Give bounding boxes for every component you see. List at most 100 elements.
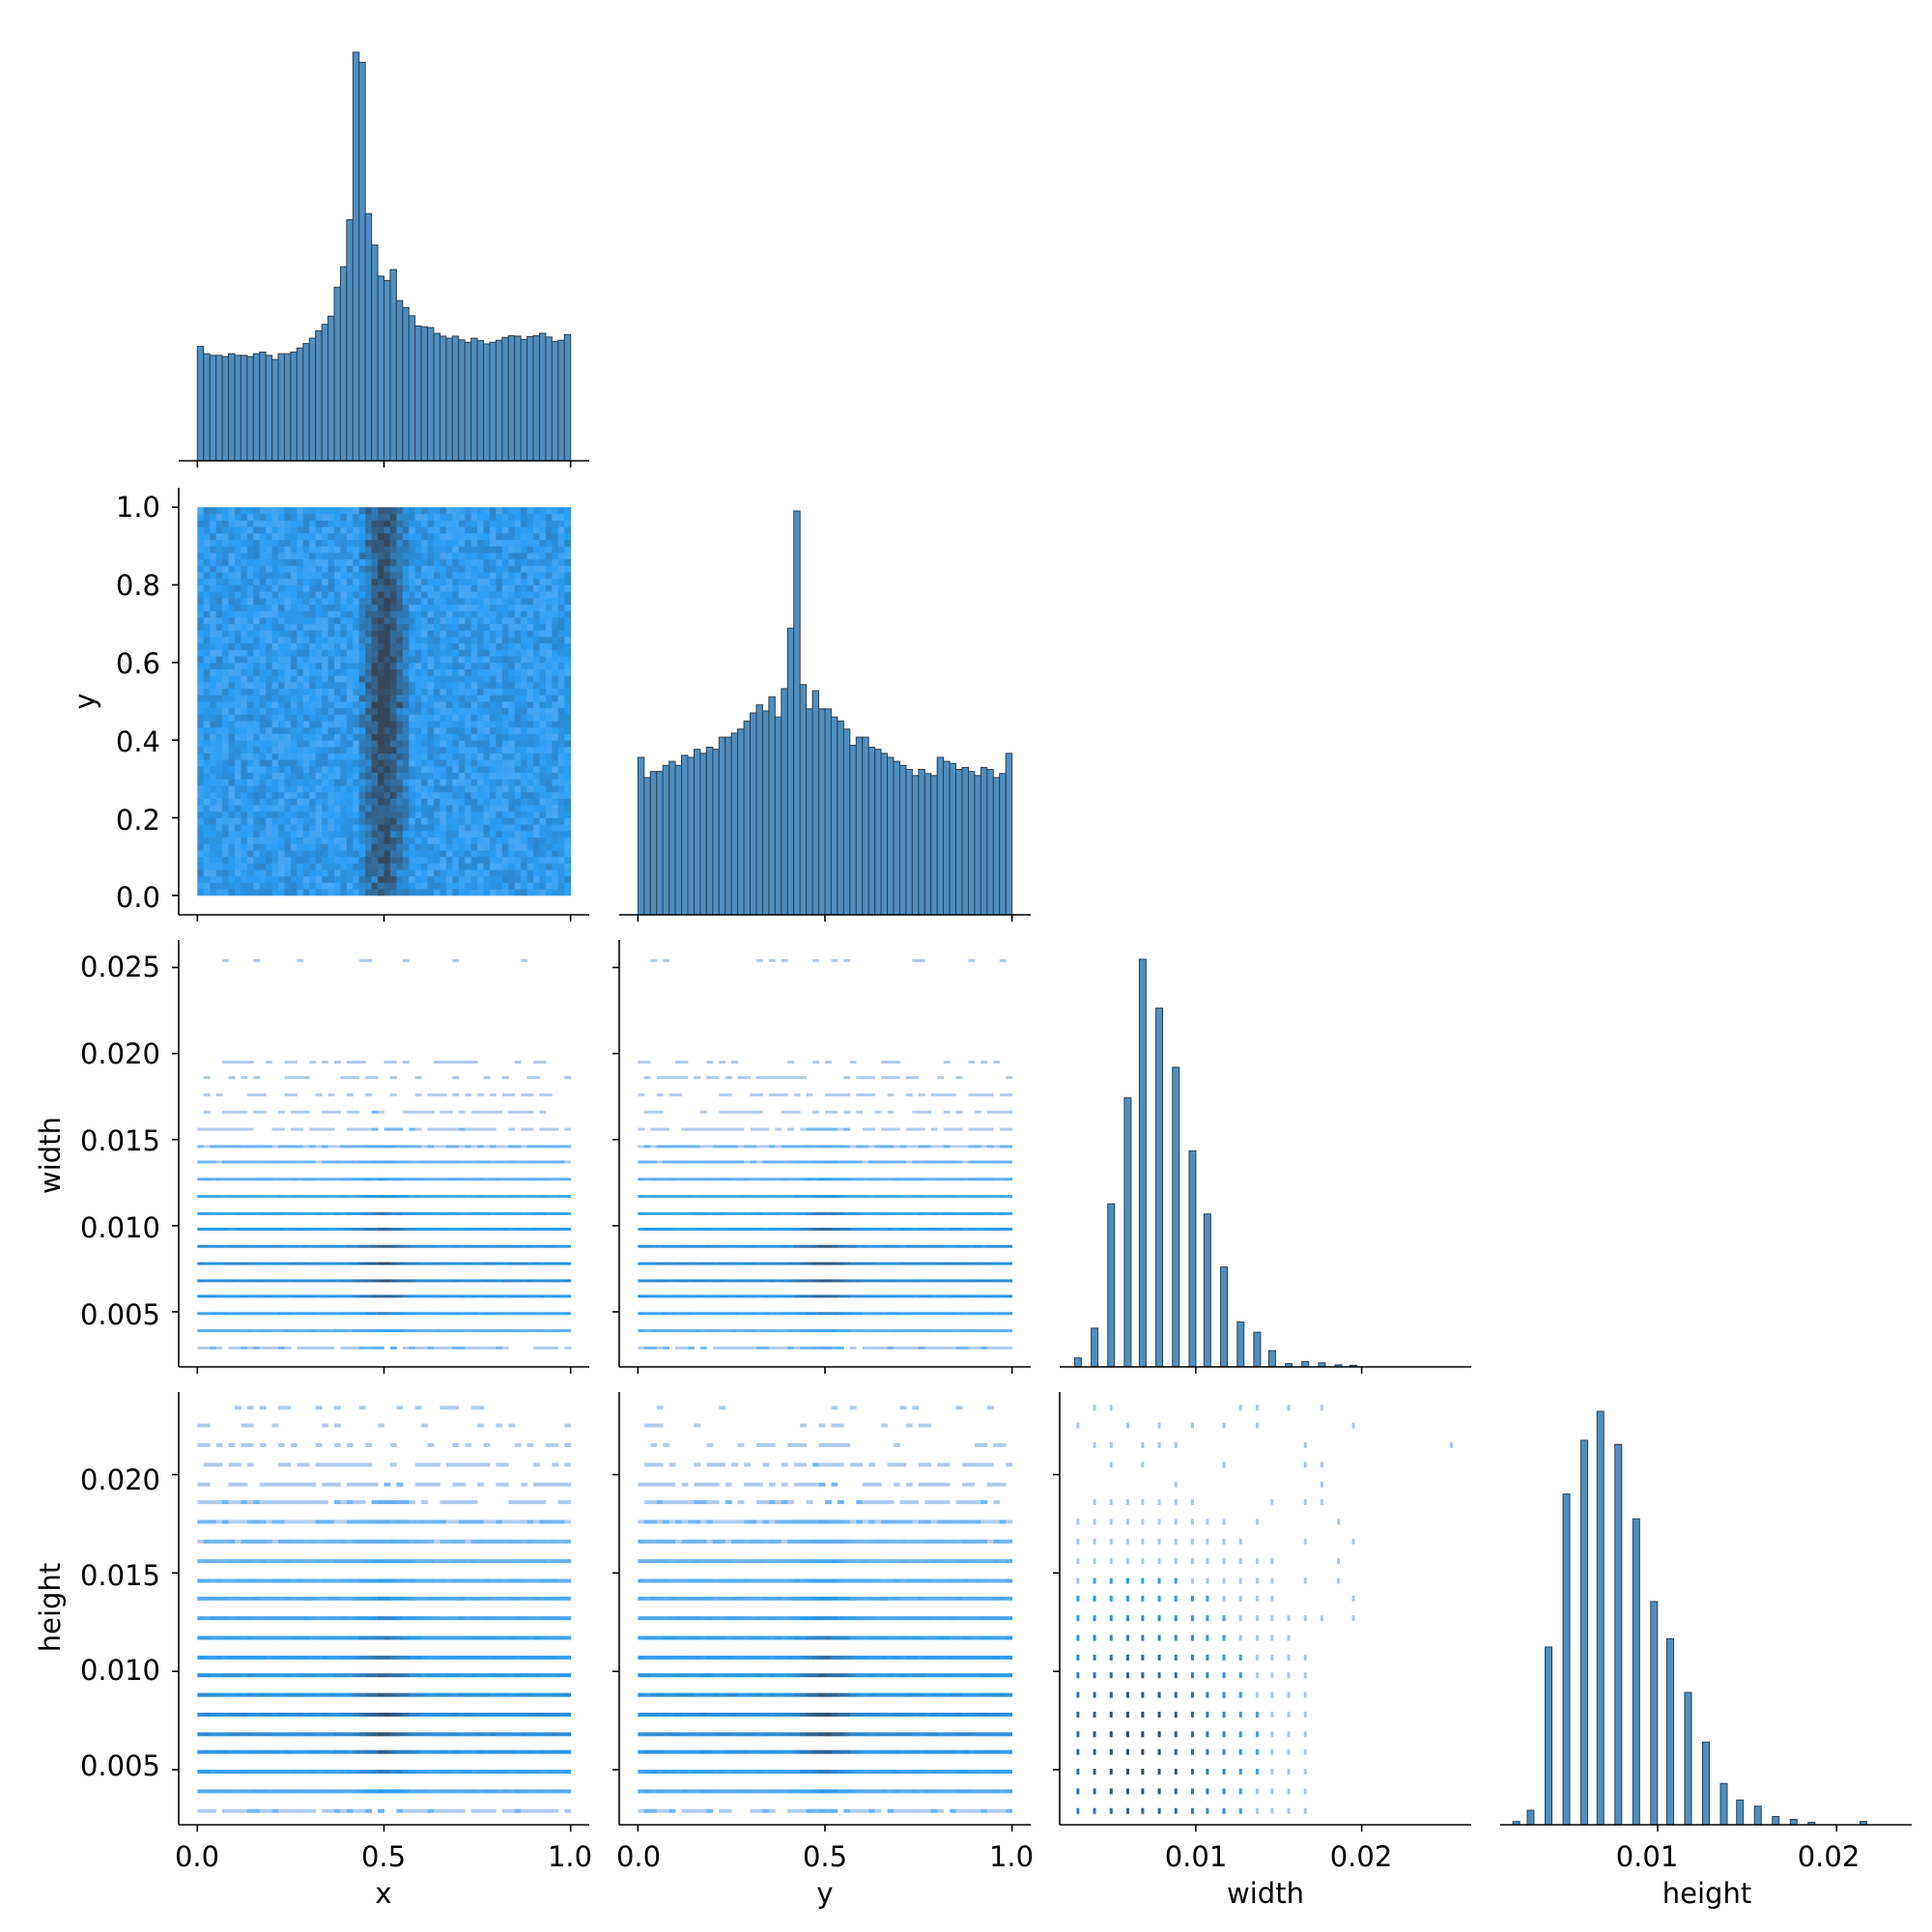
heatmap-cell (477, 539, 484, 547)
heatmap-cell (1006, 1312, 1013, 1316)
heatmap-cell (259, 701, 267, 709)
heatmap-cell (340, 701, 348, 709)
heatmap-cell (378, 1329, 384, 1333)
heatmap-cell (458, 688, 466, 696)
heatmap-cell (365, 565, 373, 573)
heatmap-cell (327, 591, 335, 599)
heatmap-cell (203, 721, 211, 728)
heatmap-cell (309, 1244, 317, 1248)
heatmap-cell (843, 1279, 851, 1283)
heatmap-cell (215, 863, 223, 870)
heatmap-cell (421, 1312, 428, 1316)
heatmap-cell (222, 1279, 229, 1283)
heatmap-cell (414, 850, 422, 858)
heatmap-cell (327, 1160, 335, 1164)
heatmap-cell (470, 779, 478, 786)
heatmap-cell (222, 726, 229, 734)
heatmap-cell (384, 701, 391, 709)
heatmap-cell (501, 1145, 509, 1149)
heatmap-cell (955, 1279, 963, 1283)
heatmap-cell (526, 642, 534, 650)
heatmap-cell (378, 688, 384, 696)
heatmap-cell (564, 863, 572, 870)
heatmap-cell (384, 856, 391, 864)
heatmap-cell (340, 1346, 348, 1350)
heatmap-cell (203, 532, 211, 540)
heatmap-cell (271, 675, 279, 683)
heatmap-cell (427, 546, 435, 554)
heatmap-cell (552, 753, 559, 760)
heatmap-cell (228, 733, 236, 741)
heatmap-cell (340, 513, 348, 521)
heatmap-cell (353, 726, 360, 734)
heatmap-cell (508, 668, 516, 676)
heatmap-cell (545, 662, 553, 669)
heatmap-cell (414, 1346, 422, 1350)
heatmap-cell (396, 701, 404, 709)
heatmap-cell (297, 1312, 304, 1316)
heatmap-cell (427, 875, 435, 883)
heatmap-cell (384, 1178, 391, 1181)
heatmap-cell (862, 1294, 869, 1298)
heatmap-cell (501, 532, 509, 540)
heatmap-cell (340, 843, 348, 851)
heatmap-cell (409, 675, 416, 683)
heatmap-cell (246, 1294, 254, 1298)
heatmap-cell (508, 507, 516, 515)
heatmap-cell (539, 798, 547, 806)
heatmap-cell (327, 1262, 335, 1265)
heatmap-cell (271, 726, 279, 734)
heatmap-cell (389, 695, 397, 702)
heatmap-cell (912, 1279, 920, 1283)
heatmap-cell (445, 572, 453, 580)
heatmap-cell (284, 856, 292, 864)
heatmap-cell (210, 668, 217, 676)
heatmap-cell (643, 1279, 651, 1283)
heatmap-cell (508, 726, 516, 734)
heatmap-cell (427, 637, 435, 644)
heatmap-cell (445, 882, 453, 890)
heatmap-cell (445, 611, 453, 618)
heatmap-cell (365, 1294, 373, 1298)
heatmap-cell (539, 837, 547, 844)
heatmap-cell (215, 637, 223, 644)
heatmap-cell (340, 753, 348, 760)
heatmap-cell (521, 882, 528, 890)
heatmap-cell (409, 578, 416, 585)
heatmap-cell (943, 1329, 951, 1333)
heatmap-cell (228, 532, 236, 540)
heatmap-cell (514, 695, 522, 702)
heatmap-cell (365, 889, 373, 896)
heatmap-cell (539, 889, 547, 896)
histogram-bar (501, 336, 509, 462)
heatmap-cell (210, 532, 217, 540)
heatmap-cell (253, 584, 261, 592)
heatmap-cell (552, 1195, 559, 1199)
heatmap-cell (241, 1195, 248, 1199)
histogram-bar (980, 766, 988, 916)
heatmap-cell (514, 889, 522, 896)
heatmap-cell (365, 824, 373, 832)
heatmap-cell (440, 1093, 447, 1096)
heatmap-cell (458, 591, 466, 599)
heatmap-cell (384, 1145, 391, 1149)
heatmap-cell (266, 863, 272, 870)
heatmap-cell (333, 513, 341, 521)
heatmap-cell (271, 637, 279, 644)
heatmap-cell (266, 791, 272, 799)
heatmap-cell (322, 746, 328, 753)
heatmap-cell (327, 1211, 335, 1215)
heatmap-cell (340, 681, 348, 690)
heatmap-cell (197, 668, 205, 676)
heatmap-cell (818, 1294, 826, 1298)
heatmap-cell (340, 726, 348, 734)
heatmap-cell (197, 759, 205, 767)
heatmap-cell (315, 656, 323, 664)
heatmap-cell (210, 623, 217, 631)
heatmap-cell (440, 539, 447, 547)
heatmap-cell (333, 591, 341, 599)
heatmap-cell (409, 546, 416, 554)
heatmap-cell (346, 565, 354, 573)
heatmap-cell (346, 1160, 354, 1164)
